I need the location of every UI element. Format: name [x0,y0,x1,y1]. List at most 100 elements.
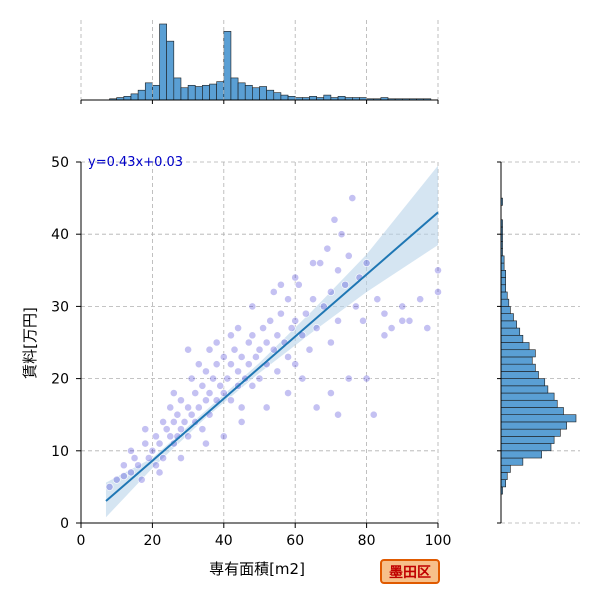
scatter-point [344,374,353,383]
x-hist-bar [223,31,232,101]
y-tick-labels: 0 10 20 30 40 50 [51,155,69,532]
scatter-point [359,316,367,325]
x-hist-bar [209,83,217,101]
scatter-point [194,360,203,369]
scatter-point [223,374,232,383]
scatter-point [127,468,135,477]
scatter-point [148,446,157,455]
x-marginal-histogram [80,20,439,104]
scatter-point [162,425,171,434]
scatter-point [416,295,425,304]
y-hist-bar [500,385,549,394]
scatter-point [166,403,175,412]
x-hist-bar [187,84,196,101]
y-axis-label: 賃料[万円] [21,307,39,379]
scatter-point [155,468,164,477]
scatter-point [262,338,271,347]
main-grid [81,161,439,523]
x-tick-label: 20 [143,533,161,549]
scatter-point [262,403,271,412]
x-hist-bar [130,93,139,101]
x-hist-bar [144,82,153,101]
x-hist-bar [180,87,189,101]
scatter-point [341,280,350,289]
scatter-point [227,331,235,340]
x-axis-label: 専有面積[m2] [209,560,305,578]
x-hist-bar [123,96,132,101]
scatter-point [277,280,285,289]
scatter-point [323,244,332,253]
y-hist-bar [500,436,555,444]
scatter-point [369,410,378,419]
y-hist-bar [500,407,564,416]
y-hist-bar [500,320,517,329]
scatter-point [137,475,146,484]
regression-line-group [105,211,439,502]
scatter-point [209,374,217,383]
x-hist-bar [280,94,289,101]
scatter-point [380,331,389,340]
scatter-point [398,316,407,325]
scatter-point [159,418,168,426]
scatter-point [362,374,371,383]
main-axes [76,161,439,528]
scatter-point [312,403,321,412]
scatter-point [219,389,228,397]
scatter-point [227,396,235,405]
scatter-point [202,367,210,376]
scatter-point [284,295,292,304]
scatter-point [177,454,185,462]
y-hist-bar [500,356,533,365]
x-hist-bar [309,96,317,101]
scatter-point [255,345,264,354]
scatter-point [177,425,185,434]
y-tick-label: 40 [51,227,69,243]
scatter-point [248,331,257,340]
scatter-point [398,302,407,311]
scatter-point [305,345,314,354]
scatter-point [244,360,253,369]
y-hist-bar [500,277,506,286]
scatter-point [159,454,168,462]
y-hist-bar [500,371,539,379]
scatter-point [127,446,135,455]
scatter-point [387,324,396,332]
scatter-point [259,324,267,332]
y-tick-label: 10 [51,444,69,460]
scatter-point [205,389,214,397]
scatter-point [198,425,207,434]
y-hist-bar [500,306,511,314]
scatter-point [234,324,242,332]
x-hist-bar [244,84,253,101]
scatter-point [230,345,239,354]
scatter-point [330,215,339,224]
regression-equation: y=0.43x+0.03 [88,155,183,170]
scatter-point [216,381,225,390]
scatter-point [166,432,175,441]
y-hist-bar [500,399,558,408]
scatter-point [291,273,300,282]
x-hist-bar [287,96,296,101]
scatter-point [434,288,442,296]
x-hist-bar [323,94,332,101]
scatter-point [252,353,260,361]
y-hist-bar [500,472,508,480]
scatter-point [169,389,178,397]
x-tick-labels: 0 20 40 60 80 100 [77,533,452,549]
scatter-point [227,360,235,369]
scatter-point [344,251,353,260]
x-hist-bar [159,23,167,101]
scatter-point [152,432,160,441]
scatter-points [105,194,442,491]
y-hist-bar [500,479,506,488]
y-hist-bar [500,327,521,336]
scatter-point [273,367,282,376]
scatter-point [155,439,164,448]
y-hist-bar [500,414,577,423]
regression-line [105,211,439,502]
scatter-point [248,381,257,390]
scatter-point [152,461,160,470]
scatter-point [334,410,342,419]
x-hist-bar [216,81,225,101]
